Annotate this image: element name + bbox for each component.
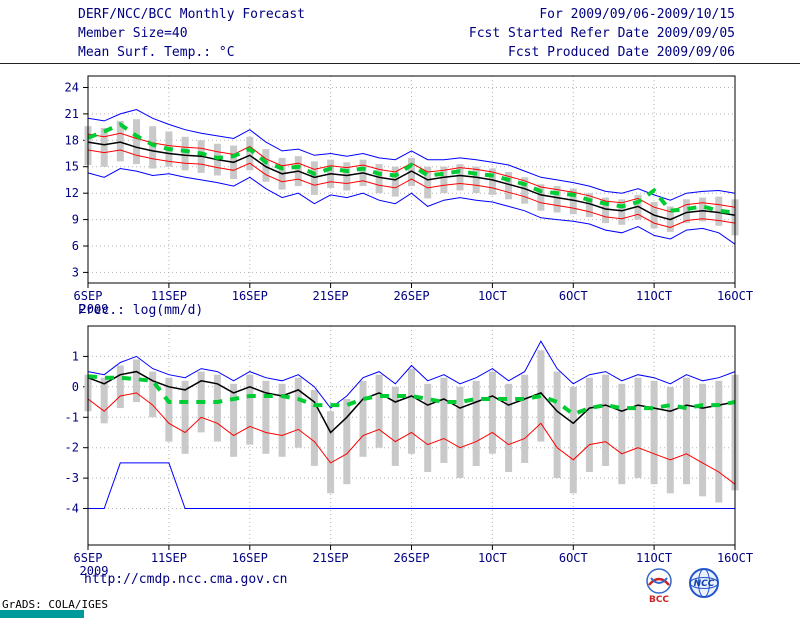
header-title: DERF/NCC/BCC Monthly Forecast [78,7,305,22]
svg-text:6: 6 [72,239,79,253]
svg-text:2009: 2009 [80,564,109,578]
grads-credit: GrADS: COLA/IGES [2,598,108,611]
svg-text:-3: -3 [65,471,79,485]
svg-text:6SEP: 6SEP [74,551,103,565]
svg-text:24: 24 [65,81,79,95]
svg-text:3: 3 [72,265,79,279]
svg-text:21SEP: 21SEP [313,551,349,565]
bcc-logo: BCC [646,568,672,604]
svg-text:11OCT: 11OCT [636,551,672,565]
svg-text:0: 0 [72,380,79,394]
svg-text:12: 12 [65,186,79,200]
svg-text:6OCT: 6OCT [559,289,588,303]
svg-text:16OCT: 16OCT [717,289,753,303]
svg-text:1: 1 [72,349,79,363]
svg-text:18: 18 [65,133,79,147]
svg-text:1OCT: 1OCT [478,289,507,303]
bcc-logo-text: BCC [649,595,669,604]
svg-text:15: 15 [65,160,79,174]
svg-text:-1: -1 [65,410,79,424]
bcc-logo-red-swirl [648,577,670,586]
member-size-label: Member Size=40 [78,26,188,41]
svg-text:11OCT: 11OCT [636,289,672,303]
bottom-left-strip [0,610,84,618]
precip-panel-label: Prec.: log(mm/d) [78,303,204,318]
produced-date-label: Fcst Produced Date 2009/09/06 [508,45,735,60]
svg-text:21SEP: 21SEP [313,289,349,303]
ncc-logo-meridian [698,568,710,598]
header-divider [0,63,800,64]
ncc-logo-parallel [689,577,719,589]
svg-text:16SEP: 16SEP [232,289,268,303]
variable-label: Mean Surf. Temp.: °C [78,45,235,60]
svg-text:16SEP: 16SEP [232,551,268,565]
svg-text:21: 21 [65,107,79,121]
bcc-logo-ring [646,568,672,594]
svg-text:6SEP: 6SEP [74,289,103,303]
ncc-logo-text: NCC [694,579,715,589]
svg-text:16OCT: 16OCT [717,551,753,565]
bcc-logo-blue-swirl [650,577,668,584]
refer-date-label: Fcst Started Refer Date 2009/09/05 [468,26,735,41]
svg-text:9: 9 [72,213,79,227]
svg-text:26SEP: 26SEP [393,289,429,303]
svg-text:2009: 2009 [80,302,109,316]
svg-text:6OCT: 6OCT [559,551,588,565]
svg-text:-4: -4 [65,502,79,516]
forecast-range-label: For 2009/09/06-2009/10/15 [539,7,735,22]
svg-text:-2: -2 [65,441,79,455]
svg-text:11SEP: 11SEP [151,289,187,303]
ncc-logo: NCC [689,568,719,598]
svg-text:11SEP: 11SEP [151,551,187,565]
svg-text:1OCT: 1OCT [478,551,507,565]
footer-url-link[interactable]: http://cmdp.ncc.cma.gov.cn [84,572,288,587]
svg-text:26SEP: 26SEP [393,551,429,565]
